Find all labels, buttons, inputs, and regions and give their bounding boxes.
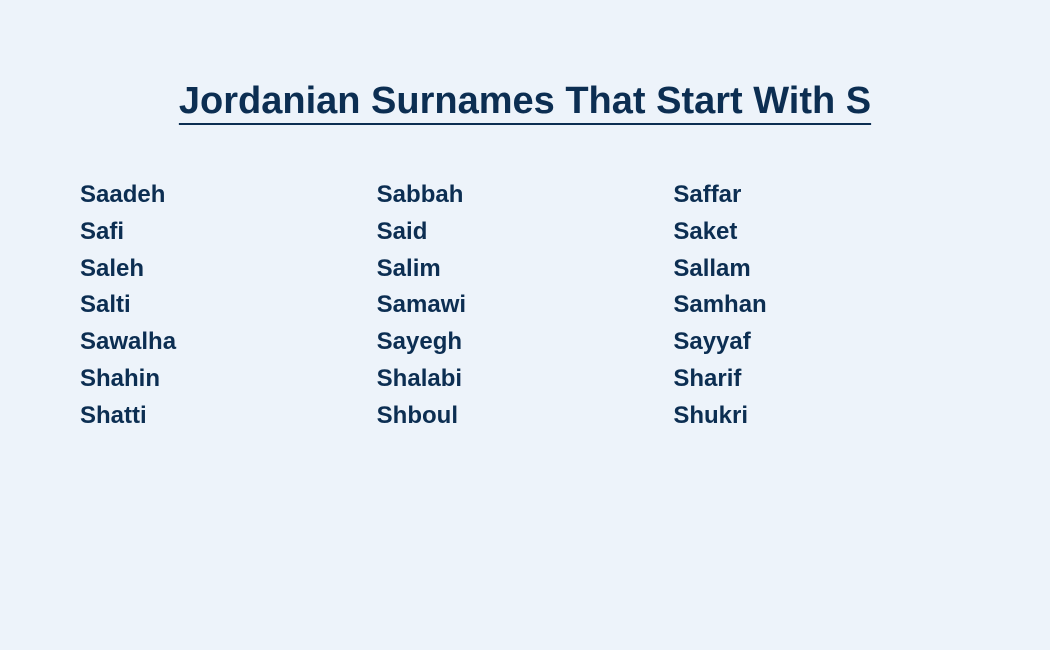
page-title: Jordanian Surnames That Start With S <box>80 80 970 123</box>
page-container: Jordanian Surnames That Start With S Saa… <box>0 0 1050 436</box>
surname-link[interactable]: Salti <box>80 288 377 323</box>
surname-link[interactable]: Sayyaf <box>673 325 970 360</box>
column-3: Saffar Saket Sallam Samhan Sayyaf Sharif… <box>673 178 970 436</box>
surname-columns: Saadeh Safi Saleh Salti Sawalha Shahin S… <box>80 178 970 436</box>
surname-link[interactable]: Said <box>377 215 674 250</box>
surname-link[interactable]: Sabbah <box>377 178 674 213</box>
surname-link[interactable]: Salim <box>377 252 674 287</box>
surname-link[interactable]: Sayegh <box>377 325 674 360</box>
surname-link[interactable]: Sharif <box>673 362 970 397</box>
surname-link[interactable]: Shukri <box>673 399 970 434</box>
surname-link[interactable]: Samhan <box>673 288 970 323</box>
column-1: Saadeh Safi Saleh Salti Sawalha Shahin S… <box>80 178 377 436</box>
surname-link[interactable]: Saleh <box>80 252 377 287</box>
surname-link[interactable]: Saffar <box>673 178 970 213</box>
surname-link[interactable]: Shboul <box>377 399 674 434</box>
surname-link[interactable]: Shatti <box>80 399 377 434</box>
surname-link[interactable]: Shalabi <box>377 362 674 397</box>
surname-link[interactable]: Safi <box>80 215 377 250</box>
surname-link[interactable]: Shahin <box>80 362 377 397</box>
surname-link[interactable]: Sallam <box>673 252 970 287</box>
surname-link[interactable]: Sawalha <box>80 325 377 360</box>
surname-link[interactable]: Saadeh <box>80 178 377 213</box>
surname-link[interactable]: Saket <box>673 215 970 250</box>
surname-link[interactable]: Samawi <box>377 288 674 323</box>
column-2: Sabbah Said Salim Samawi Sayegh Shalabi … <box>377 178 674 436</box>
